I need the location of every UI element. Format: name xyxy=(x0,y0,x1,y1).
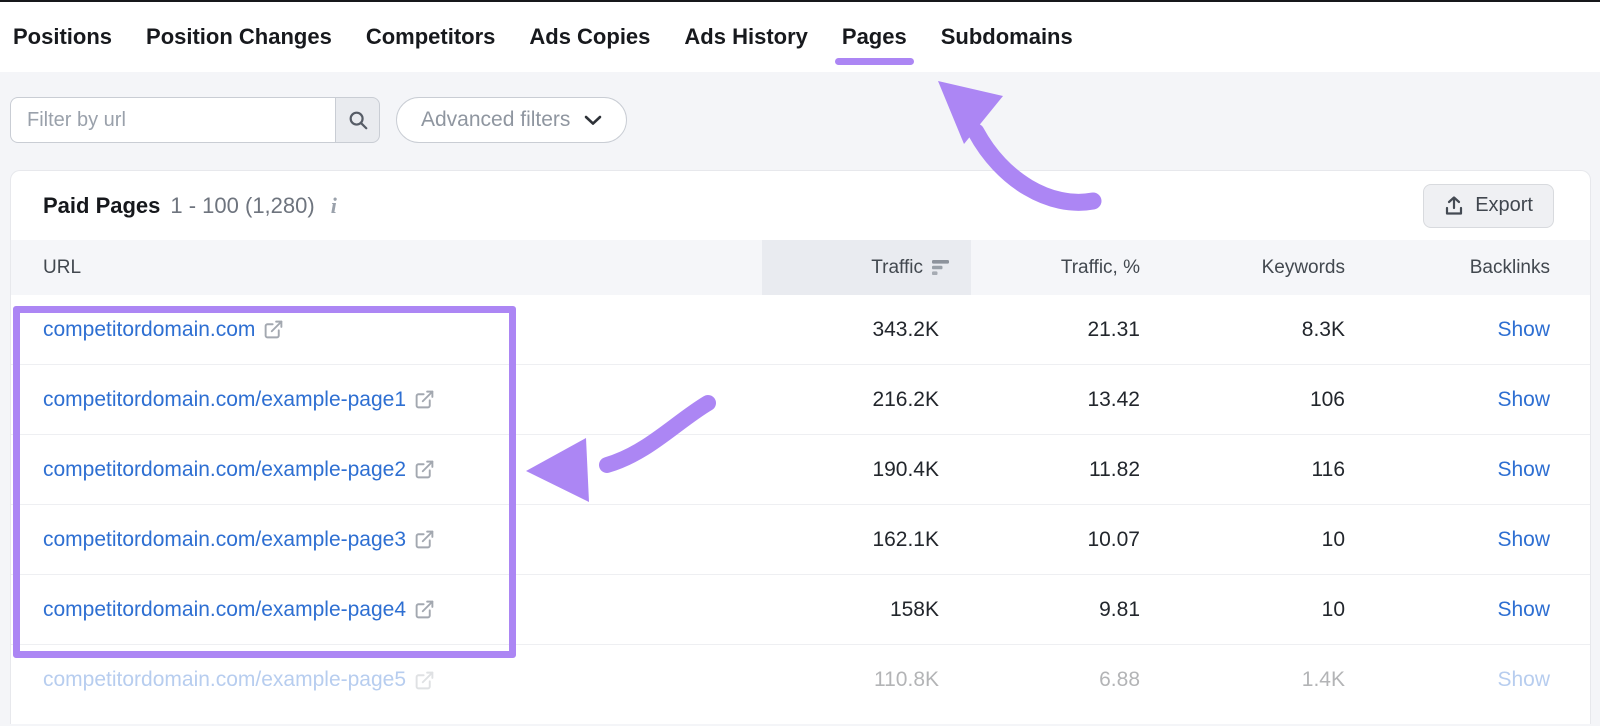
url-link[interactable]: competitordomain.com/example-page5 xyxy=(43,668,407,691)
keywords-value: 10 xyxy=(1321,597,1345,621)
keywords-value: 106 xyxy=(1309,387,1345,411)
upload-icon xyxy=(1444,195,1464,216)
traffic-percent-value: 6.88 xyxy=(1099,668,1140,691)
url-link[interactable]: competitordomain.com/example-page3 xyxy=(43,527,407,551)
tab-bar: Positions Position Changes Competitors A… xyxy=(0,2,1600,72)
keywords-value: 10 xyxy=(1321,527,1345,551)
table-row: competitordomain.com/example-page5 110.8… xyxy=(11,645,1590,715)
table-header: URL Traffic Traffic, % Keywords Backlink… xyxy=(11,240,1590,295)
advanced-filters-label: Advanced filters xyxy=(421,108,571,131)
traffic-value: 110.8K xyxy=(874,668,939,691)
tab-positions[interactable]: Positions xyxy=(13,24,113,49)
traffic-value: 158K xyxy=(889,597,939,621)
keywords-value: 1.4K xyxy=(1301,668,1345,691)
chevron-down-icon xyxy=(584,115,602,126)
external-link-icon[interactable] xyxy=(414,670,435,691)
traffic-value: 190.4K xyxy=(872,457,939,481)
keywords-value: 116 xyxy=(1311,457,1345,481)
table-row: competitordomain.com/example-page2 190.4… xyxy=(11,435,1590,505)
show-backlinks-link[interactable]: Show xyxy=(1497,668,1550,691)
show-backlinks-link[interactable]: Show xyxy=(1497,317,1550,341)
url-filter-input[interactable] xyxy=(10,97,335,143)
show-backlinks-link[interactable]: Show xyxy=(1497,457,1550,481)
sort-descending-icon xyxy=(932,259,951,276)
column-header-backlinks[interactable]: Backlinks xyxy=(1469,256,1550,278)
tab-competitors[interactable]: Competitors xyxy=(365,24,496,49)
external-link-icon[interactable] xyxy=(414,599,435,620)
filter-row: Advanced filters xyxy=(10,97,1600,143)
table-row: competitordomain.com/example-page3 162.1… xyxy=(11,505,1590,575)
column-header-traffic[interactable]: Traffic xyxy=(762,240,971,295)
search-button[interactable] xyxy=(335,97,380,143)
show-backlinks-link[interactable]: Show xyxy=(1497,597,1550,621)
column-header-traffic-percent[interactable]: Traffic, % xyxy=(1060,256,1140,278)
traffic-percent-value: 13.42 xyxy=(1087,387,1140,411)
traffic-percent-value: 11.82 xyxy=(1089,457,1140,481)
panel-header: Paid Pages 1 - 100 (1,280) i Export xyxy=(11,171,1590,240)
traffic-value: 343.2K xyxy=(872,317,939,341)
table-row: competitordomain.com 343.2K 21.31 8.3K S… xyxy=(11,295,1590,365)
traffic-value: 216.2K xyxy=(872,387,939,411)
traffic-value: 162.1K xyxy=(872,527,939,551)
external-link-icon[interactable] xyxy=(414,389,435,410)
keywords-value: 8.3K xyxy=(1301,317,1345,341)
tab-subdomains[interactable]: Subdomains xyxy=(940,24,1073,49)
show-backlinks-link[interactable]: Show xyxy=(1497,527,1550,551)
tab-position-changes[interactable]: Position Changes xyxy=(146,24,332,49)
url-link[interactable]: competitordomain.com/example-page1 xyxy=(43,387,407,411)
url-link[interactable]: competitordomain.com/example-page2 xyxy=(43,457,407,481)
external-link-icon[interactable] xyxy=(414,459,435,480)
panel-title: Paid Pages xyxy=(43,192,161,218)
column-header-keywords[interactable]: Keywords xyxy=(1261,256,1345,278)
tab-ads-history[interactable]: Ads History xyxy=(684,24,808,49)
external-link-icon[interactable] xyxy=(414,529,435,550)
table-row: competitordomain.com/example-page4 158K … xyxy=(11,575,1590,645)
url-link[interactable]: competitordomain.com xyxy=(43,317,256,341)
result-range: 1 - 100 (1,280) xyxy=(170,192,315,218)
column-header-url: URL xyxy=(43,256,82,278)
export-button[interactable]: Export xyxy=(1423,183,1554,228)
paid-pages-panel: Paid Pages 1 - 100 (1,280) i Export URL … xyxy=(10,170,1591,724)
info-icon[interactable]: i xyxy=(330,192,337,218)
search-icon xyxy=(347,109,369,131)
export-label: Export xyxy=(1475,194,1533,216)
traffic-percent-value: 10.07 xyxy=(1087,527,1140,551)
traffic-percent-value: 9.81 xyxy=(1099,597,1140,621)
external-link-icon[interactable] xyxy=(263,319,284,340)
advanced-filters-button[interactable]: Advanced filters xyxy=(396,97,628,143)
table-row: competitordomain.com/example-page1 216.2… xyxy=(11,365,1590,435)
show-backlinks-link[interactable]: Show xyxy=(1497,387,1550,411)
url-link[interactable]: competitordomain.com/example-page4 xyxy=(43,597,407,621)
tab-ads-copies[interactable]: Ads Copies xyxy=(529,24,651,49)
traffic-percent-value: 21.31 xyxy=(1087,317,1140,341)
tab-pages[interactable]: Pages xyxy=(834,24,914,65)
